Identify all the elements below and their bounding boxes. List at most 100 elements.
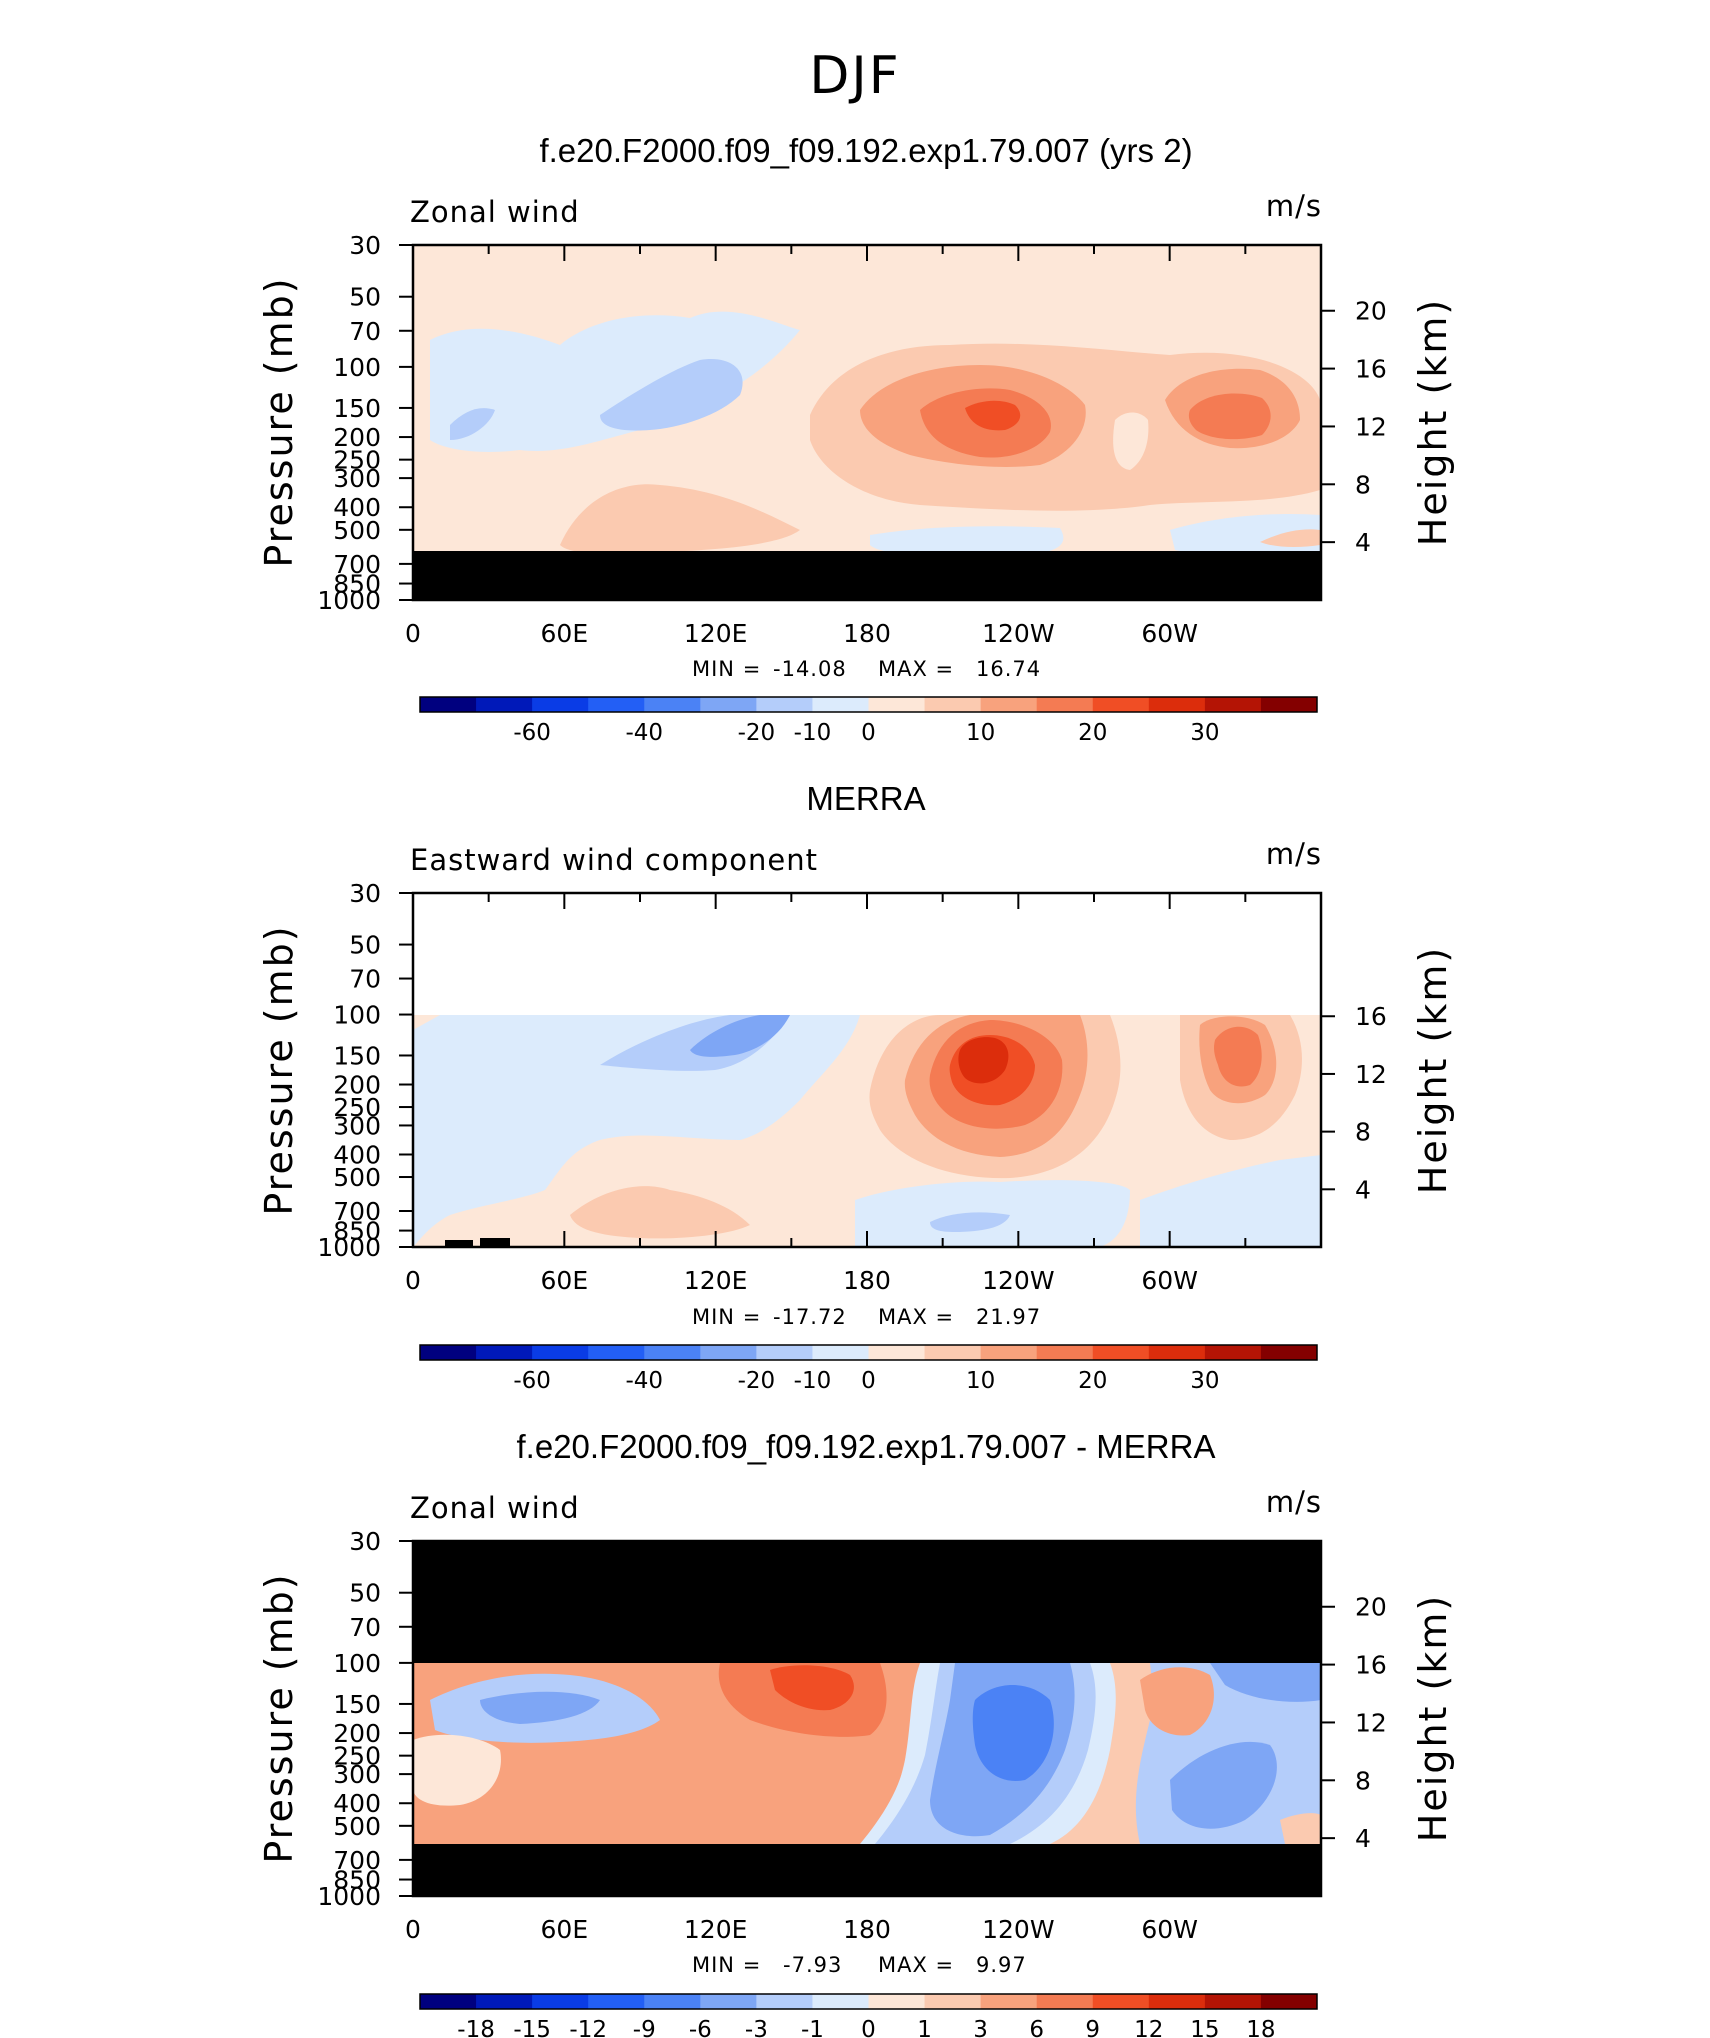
y-tick-label: 200 bbox=[333, 1719, 381, 1748]
colorbar-frame bbox=[419, 696, 1318, 713]
x-tick-label: 60W bbox=[1141, 1915, 1198, 1944]
y-tick-label: 70 bbox=[349, 1613, 381, 1642]
y-tick-label: 30 bbox=[349, 231, 381, 260]
colorbar-tick-label: 20 bbox=[1078, 1368, 1107, 1394]
colorbar-tick-label: -10 bbox=[794, 1368, 832, 1394]
colorbar-tick-label: -15 bbox=[513, 2017, 551, 2038]
max-label: MAX = bbox=[878, 1953, 954, 1977]
colorbar-tick-label: 0 bbox=[861, 720, 876, 746]
x-tick-label: 120E bbox=[684, 619, 748, 648]
colorbar-swatch bbox=[1260, 1345, 1318, 1360]
colorbar-swatch bbox=[532, 1994, 589, 2009]
colorbar-swatch bbox=[924, 697, 982, 712]
y-right-tick-label: 8 bbox=[1355, 470, 1371, 499]
contour-negative bbox=[690, 1015, 790, 1057]
colorbar-swatch bbox=[868, 1994, 926, 2009]
colorbar: -60 -40 -20 -10 0 10 20 30 bbox=[419, 1344, 1318, 1394]
colorbar-tick-label: 3 bbox=[973, 2017, 988, 2038]
y-tick-label: 850 bbox=[333, 570, 381, 599]
y-tick-label: 300 bbox=[333, 1760, 381, 1789]
missing-data-band bbox=[480, 1238, 510, 1247]
colorbar-swatch bbox=[756, 697, 813, 712]
y-tick-label: 1000 bbox=[317, 1233, 381, 1262]
colorbar-tick-label: 30 bbox=[1190, 1368, 1219, 1394]
contour-positive bbox=[770, 1665, 854, 1711]
x-tick-label: 120E bbox=[684, 1266, 748, 1295]
contour-negative bbox=[480, 1691, 600, 1724]
y-right-tick-label: 16 bbox=[1355, 1651, 1387, 1680]
colorbar-swatch bbox=[588, 697, 645, 712]
axes: 0 60E 120E 180 120W 60W3050701001502002503004… bbox=[317, 879, 1386, 1295]
colorbar-swatch bbox=[420, 1345, 477, 1360]
colorbar-swatch bbox=[1204, 697, 1262, 712]
contour-positive bbox=[965, 400, 1021, 431]
min-label: MIN = bbox=[692, 657, 761, 681]
y-axis-title: Pressure (mb) bbox=[257, 924, 301, 1215]
contour-positive bbox=[560, 484, 800, 554]
colorbar-swatch bbox=[1092, 1994, 1150, 2009]
x-tick-label: 60E bbox=[541, 1915, 589, 1944]
colorbar-swatch bbox=[700, 1994, 757, 2009]
contour-neutral bbox=[1113, 412, 1149, 470]
contour-negative bbox=[930, 1212, 1010, 1232]
colorbar-swatch bbox=[924, 1345, 982, 1360]
contour-negative bbox=[450, 408, 495, 440]
colorbar-tick-label: -6 bbox=[689, 2017, 712, 2038]
colorbar-swatch bbox=[812, 1994, 869, 2009]
max-label: MAX = bbox=[878, 1305, 954, 1329]
colorbar-tick-label: -10 bbox=[794, 720, 832, 746]
stats-line: MIN = -17.72 MAX = 21.97 bbox=[692, 1305, 1040, 1329]
y-tick-label: 500 bbox=[333, 1163, 381, 1192]
y-right-tick-label: 16 bbox=[1355, 355, 1387, 384]
units-label: m/s bbox=[1266, 837, 1322, 871]
colorbar-swatch bbox=[924, 1994, 982, 2009]
contour-field bbox=[413, 1015, 1321, 1247]
contour-negative bbox=[600, 359, 743, 431]
colorbar-swatch bbox=[868, 1345, 926, 1360]
y-right-tick-label: 12 bbox=[1355, 1060, 1387, 1089]
y-tick-label: 30 bbox=[349, 1527, 381, 1556]
panel-title: f.e20.F2000.f09_f09.192.exp1.79.007 - ME… bbox=[517, 1428, 1216, 1465]
contour-positive bbox=[1260, 529, 1320, 547]
colorbar-swatch bbox=[420, 697, 477, 712]
stats-line: MIN = -7.93 MAX = 9.97 bbox=[692, 1953, 1027, 1977]
max-value: 16.74 bbox=[976, 657, 1041, 681]
colorbar-tick-label: -18 bbox=[457, 2017, 495, 2038]
y-tick-label: 250 bbox=[333, 1093, 381, 1122]
colorbar-tick-label: 10 bbox=[966, 1368, 995, 1394]
max-label: MAX = bbox=[878, 657, 954, 681]
stats-line: MIN = -14.08 MAX = 16.74 bbox=[692, 657, 1041, 681]
x-tick-label: 180 bbox=[843, 619, 891, 648]
panel-title: MERRA bbox=[806, 780, 925, 817]
y-tick-label: 50 bbox=[349, 931, 381, 960]
colorbar-tick-label: 18 bbox=[1246, 2017, 1275, 2038]
max-value: 9.97 bbox=[976, 1953, 1027, 1977]
colorbar-tick-label: 30 bbox=[1190, 720, 1219, 746]
figure-title: DJF bbox=[809, 46, 900, 106]
y-tick-label: 300 bbox=[333, 464, 381, 493]
y-right-tick-label: 8 bbox=[1355, 1118, 1371, 1147]
contour-field bbox=[413, 1541, 1321, 1896]
contour-negative bbox=[1140, 1155, 1321, 1247]
colorbar-tick-label: 0 bbox=[861, 1368, 876, 1394]
colorbar-swatch bbox=[756, 1994, 813, 2009]
contour-positive bbox=[570, 1186, 750, 1239]
y-tick-label: 1000 bbox=[317, 586, 381, 615]
y-tick-label: 1000 bbox=[317, 1882, 381, 1911]
y-tick-label: 400 bbox=[333, 493, 381, 522]
colorbar-tick-label: -20 bbox=[738, 720, 776, 746]
y-axis-right-title: Height (km) bbox=[1411, 1594, 1455, 1842]
left-label: Eastward wind component bbox=[410, 843, 818, 877]
colorbar-frame bbox=[419, 1993, 1318, 2010]
x-tick-label: 0 bbox=[405, 1266, 421, 1295]
colorbar-tick-label: -40 bbox=[625, 1368, 663, 1394]
y-tick-label: 70 bbox=[349, 317, 381, 346]
colorbar-swatch bbox=[756, 1345, 813, 1360]
contour-positive bbox=[1140, 1667, 1214, 1736]
min-value: -17.72 bbox=[773, 1305, 847, 1329]
y-right-tick-label: 8 bbox=[1355, 1766, 1371, 1795]
colorbar-swatch bbox=[532, 1345, 589, 1360]
x-tick-label: 60W bbox=[1141, 619, 1198, 648]
colorbar-tick-label: 20 bbox=[1078, 720, 1107, 746]
